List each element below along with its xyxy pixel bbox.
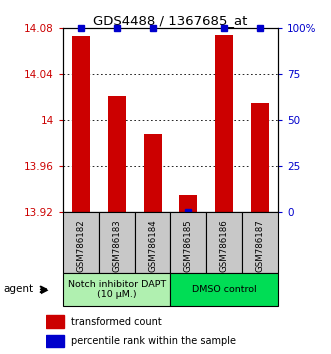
Text: ▶: ▶ [41, 284, 48, 295]
Text: GSM786185: GSM786185 [184, 219, 193, 272]
Text: GSM786186: GSM786186 [220, 219, 229, 272]
Bar [99, 212, 135, 273]
Bar [206, 212, 242, 273]
Bar [144, 134, 162, 212]
Bar [170, 273, 278, 306]
Bar [63, 273, 170, 306]
Bar [251, 103, 269, 212]
Text: agent: agent [3, 284, 33, 295]
Text: GSM786183: GSM786183 [112, 219, 121, 272]
Bar [215, 35, 233, 212]
Bar [46, 315, 64, 328]
Bar [108, 96, 126, 212]
Bar [179, 195, 197, 212]
Text: Notch inhibitor DAPT
(10 μM.): Notch inhibitor DAPT (10 μM.) [68, 280, 166, 299]
Text: transformed count: transformed count [71, 316, 162, 327]
Bar [46, 335, 64, 347]
Bar [72, 36, 90, 212]
Bar [242, 212, 278, 273]
Bar [63, 212, 99, 273]
Text: percentile rank within the sample: percentile rank within the sample [71, 336, 236, 346]
Bar [135, 212, 170, 273]
Bar [170, 212, 206, 273]
Text: GSM786184: GSM786184 [148, 219, 157, 272]
Text: GSM786182: GSM786182 [76, 219, 85, 272]
Text: DMSO control: DMSO control [192, 285, 257, 294]
Title: GDS4488 / 1367685_at: GDS4488 / 1367685_at [93, 14, 248, 27]
Text: GSM786187: GSM786187 [256, 219, 264, 272]
